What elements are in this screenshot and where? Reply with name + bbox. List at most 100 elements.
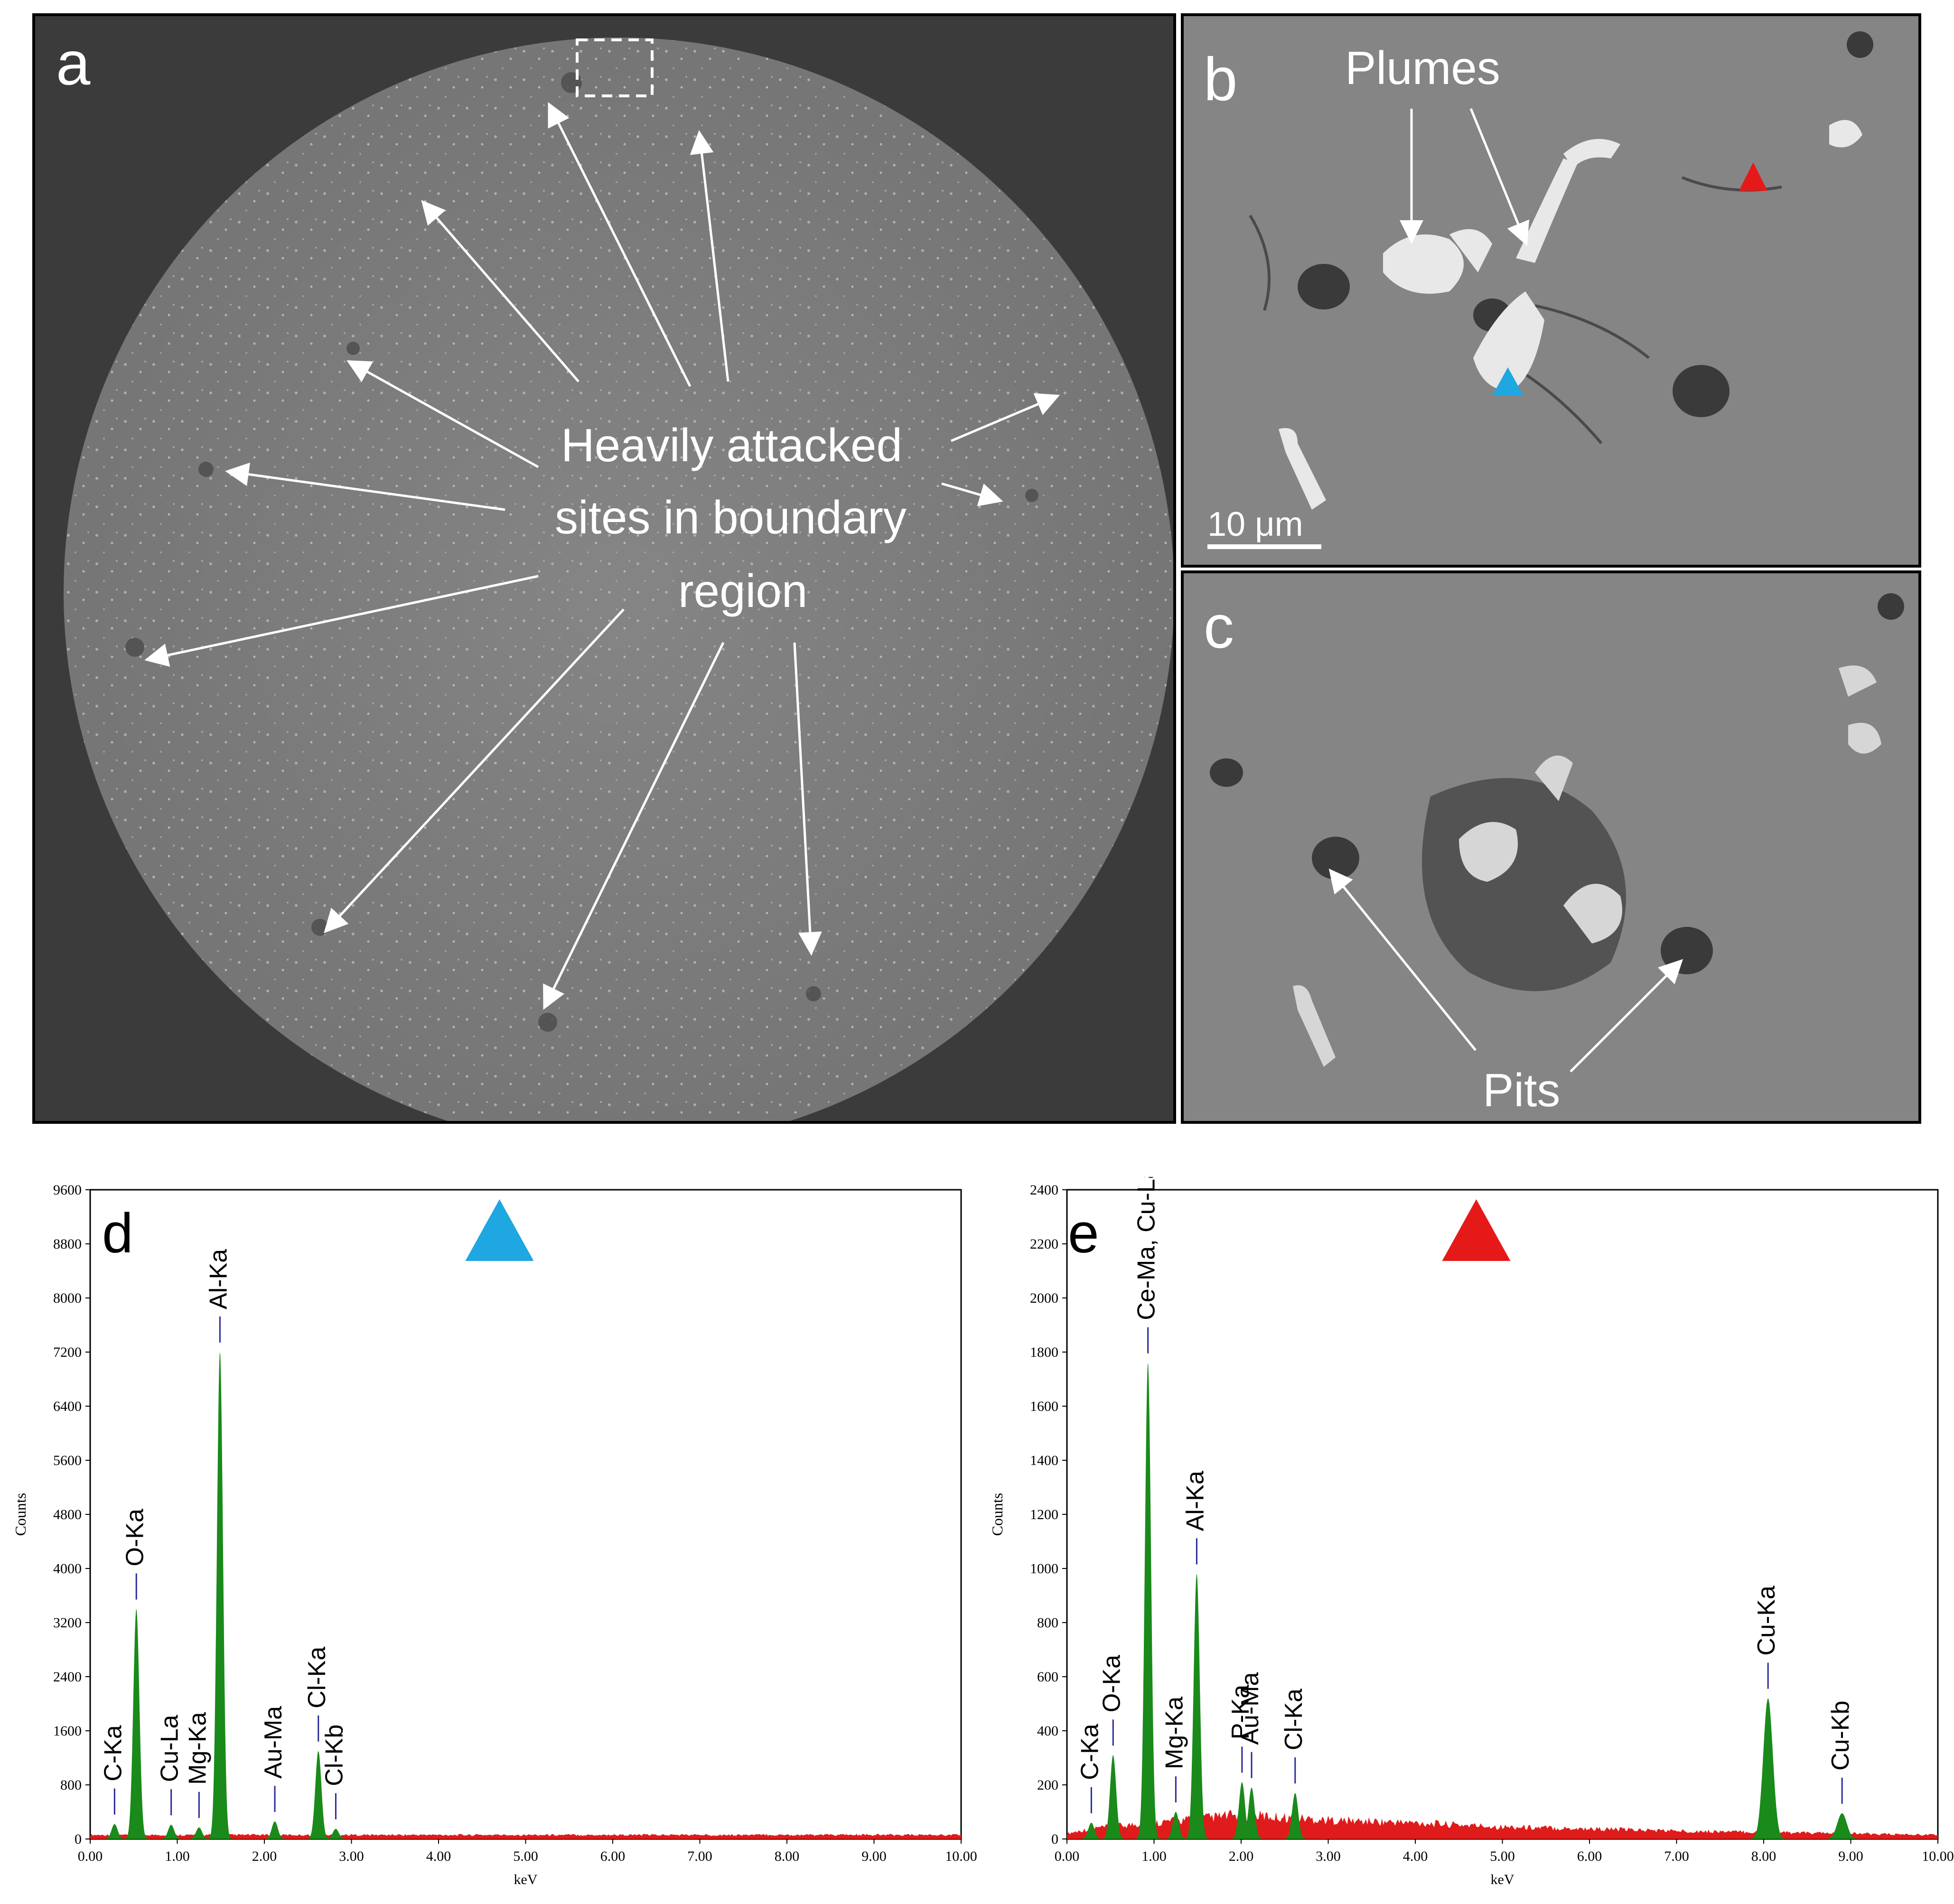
x-axis-label: keV <box>514 1872 538 1887</box>
attack-arrows <box>144 102 1060 1010</box>
y-tick-label: 6400 <box>53 1399 82 1414</box>
region-box-dashed <box>576 38 654 97</box>
y-tick-label: 3200 <box>53 1615 82 1631</box>
panel-a-image <box>64 37 1173 1121</box>
x-tick-label: 9.00 <box>861 1848 887 1864</box>
peak-label: Cu-La <box>156 1715 184 1782</box>
x-tick-label: 4.00 <box>1403 1848 1428 1864</box>
peak-label: P-Ka <box>1227 1685 1254 1740</box>
x-tick-label: 10.00 <box>1922 1848 1954 1864</box>
x-axis-label: keV <box>1491 1872 1515 1887</box>
y-tick-label: 800 <box>1037 1615 1058 1631</box>
eds-spectrum-d: C-Ka O-Ka Cu-La Mg-Ka Al-Ka Au-Ma Cl-Ka Cl-Kb 0.… <box>12 1182 977 1887</box>
x-tick-label: 5.00 <box>513 1848 538 1864</box>
plot-frame <box>1066 1189 1939 1840</box>
peak-cu-ka <box>1744 1698 1792 1839</box>
y-tick-label: 8800 <box>53 1236 82 1252</box>
x-tick-label: 0.00 <box>78 1848 103 1864</box>
peak-p-ka <box>1226 1782 1257 1839</box>
peak-label: Au-Ma <box>1236 1672 1264 1745</box>
x-tick-label: 7.00 <box>1664 1848 1689 1864</box>
peak-c-ka <box>1076 1822 1107 1839</box>
y-tick-label: 1200 <box>1030 1507 1058 1522</box>
y-tick-label: 8000 <box>53 1290 82 1306</box>
y-tick-label: 200 <box>1037 1777 1058 1793</box>
peak-al-ka <box>1181 1574 1212 1839</box>
y-tick-label: 400 <box>1037 1723 1058 1739</box>
annotation-pits: Pits <box>1483 1064 1561 1116</box>
peak-al-ka <box>205 1352 235 1839</box>
peak-c-ka <box>99 1824 130 1839</box>
panel-b-image <box>1184 16 1918 565</box>
y-tick-label: 600 <box>1037 1669 1058 1685</box>
peak-ce-ma-cu-la <box>1132 1363 1163 1839</box>
y-tick-label: 2400 <box>53 1669 82 1685</box>
plot-frame <box>89 1189 962 1840</box>
peak-label: Mg-Ka <box>1160 1697 1188 1769</box>
x-tick-label: 7.00 <box>687 1848 712 1864</box>
pit-arrows <box>1328 868 1683 1073</box>
peak-label: C-Ka <box>99 1725 127 1782</box>
peak-cl-ka <box>1280 1793 1310 1839</box>
red-marker-triangle <box>1739 162 1767 191</box>
peak-label: Ce-Ma, Cu-La <box>1133 1177 1160 1320</box>
annotation-heavily-attacked-line2: sites in boundary <box>555 491 907 543</box>
panel-c-image <box>1184 573 1918 1121</box>
y-tick-label: 1800 <box>1030 1344 1058 1360</box>
peak-au-ma <box>1236 1787 1267 1839</box>
panel-label-e: e <box>1068 1202 1099 1265</box>
peak-label: Al-Ka <box>205 1249 232 1309</box>
peak-label: C-Ka <box>1076 1724 1103 1780</box>
y-tick-label: 1000 <box>1030 1561 1058 1577</box>
y-tick-label: 7200 <box>53 1344 82 1360</box>
y-axis-label: Counts <box>989 1493 1006 1536</box>
marker-triangle <box>465 1199 534 1261</box>
x-tick-label: 6.00 <box>1577 1848 1602 1864</box>
peak-label: O-Ka <box>1098 1655 1125 1712</box>
peak-o-ka <box>1098 1755 1129 1839</box>
plumes-b <box>1279 120 1862 510</box>
micrograph-panel-a: a Heavily attacked sites in boundary reg… <box>32 13 1176 1124</box>
peak-o-ka <box>121 1609 152 1839</box>
annotation-heavily-attacked-line3: region <box>678 565 808 617</box>
panel-label-d: d <box>102 1202 133 1265</box>
peak-label: Cu-Ka <box>1753 1586 1780 1655</box>
x-tick-label: 2.00 <box>252 1848 277 1864</box>
peak-cl-kb <box>320 1829 351 1839</box>
peak-label: Cl-Ka <box>303 1647 331 1708</box>
scale-bar-label: 10 μm <box>1207 505 1303 543</box>
plume-arrows <box>1400 108 1529 246</box>
panel-label-b: b <box>1204 46 1238 113</box>
y-tick-label: 0 <box>1051 1831 1058 1847</box>
peak-cl-ka <box>303 1751 334 1839</box>
peak-label: Cu-Kb <box>1827 1700 1854 1770</box>
y-tick-label: 0 <box>75 1831 82 1847</box>
y-tick-label: 800 <box>60 1777 82 1793</box>
x-tick-label: 3.00 <box>339 1848 364 1864</box>
x-tick-label: 1.00 <box>165 1848 190 1864</box>
spectrum-background <box>1067 1809 1938 1839</box>
y-axis-label: Counts <box>12 1493 29 1536</box>
micrograph-panel-b: b Plumes 10 μm <box>1181 13 1921 568</box>
annotation-plumes: Plumes <box>1345 42 1500 94</box>
y-tick-label: 9600 <box>53 1182 82 1198</box>
peak-label: Au-Ma <box>260 1706 287 1779</box>
x-tick-label: 0.00 <box>1055 1848 1080 1864</box>
x-tick-label: 10.00 <box>945 1848 977 1864</box>
peak-label: Cl-Ka <box>1280 1689 1308 1750</box>
y-tick-label: 5600 <box>53 1453 82 1468</box>
pits-b <box>1298 31 1873 417</box>
attack-sites <box>125 72 1038 1032</box>
peak-mg-ka <box>1160 1812 1191 1839</box>
x-tick-label: 9.00 <box>1838 1848 1863 1864</box>
x-tick-label: 3.00 <box>1316 1848 1341 1864</box>
peak-mg-ka <box>184 1827 215 1839</box>
peak-label: O-Ka <box>121 1509 149 1566</box>
micrograph-panel-c: c Pits <box>1181 570 1921 1124</box>
x-tick-label: 4.00 <box>426 1848 451 1864</box>
spectrum-background <box>90 1834 961 1839</box>
annotation-heavily-attacked-line1: Heavily attacked <box>561 419 903 471</box>
corrosion-products-c <box>1293 665 1881 1067</box>
panel-label-a: a <box>56 28 91 98</box>
